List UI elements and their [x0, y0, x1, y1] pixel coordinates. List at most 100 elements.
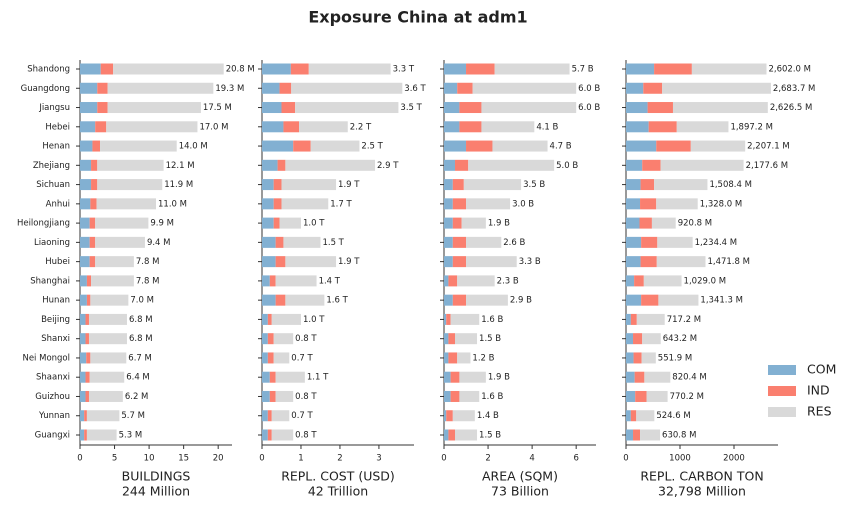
bar-segment: [463, 179, 522, 191]
bar-segment: [275, 390, 294, 402]
bar-segment: [275, 371, 305, 383]
bar-segment: [691, 63, 767, 75]
bar-segment: [634, 371, 645, 383]
bar-segment: [452, 198, 467, 210]
y-tick-label: Shanghai: [30, 276, 70, 286]
bar-segment: [444, 217, 453, 229]
x-axis-label: REPL. CARBON TON: [640, 469, 763, 484]
x-tick-label: 2000: [723, 454, 745, 464]
bar-segment: [444, 82, 458, 94]
bar-segment: [444, 371, 451, 383]
bar-segment: [262, 371, 270, 383]
bar-segment: [468, 159, 555, 171]
bar-segment: [636, 410, 655, 422]
total-label: 11.9 M: [164, 180, 193, 190]
bar-segment: [281, 102, 296, 114]
bar-segment: [90, 352, 127, 364]
bar-segment: [672, 102, 768, 114]
bar-segment: [86, 294, 91, 306]
bar-segment: [481, 102, 577, 114]
total-label: 1.9 T: [338, 257, 360, 267]
bar-segment: [626, 179, 641, 191]
bar-segment: [273, 217, 280, 229]
total-label: 7.8 M: [136, 276, 160, 286]
x-tick-label: 1: [298, 454, 303, 464]
total-label: 4.7 B: [550, 142, 572, 152]
bar-segment: [95, 217, 149, 229]
bar-segment: [267, 410, 272, 422]
total-label: 1,508.4 M: [709, 180, 751, 190]
bar-segment: [283, 121, 300, 133]
total-label: 1,328.0 M: [700, 199, 742, 209]
bar-segment: [267, 429, 272, 441]
bar-segment: [452, 410, 475, 422]
bar-segment: [444, 429, 449, 441]
bar-segment: [492, 140, 548, 152]
bar-segment: [634, 275, 644, 287]
bar-segment: [299, 121, 348, 133]
bar-segment: [275, 256, 286, 268]
total-label: 717.2 M: [667, 315, 701, 325]
bar-segment: [80, 179, 92, 191]
y-tick-label: Zhejiang: [33, 161, 70, 171]
total-label: 2.2 T: [350, 122, 372, 132]
bar-segment: [641, 352, 656, 364]
bar-segment: [633, 429, 641, 441]
bar-segment: [639, 217, 652, 229]
bar-segment: [626, 352, 634, 364]
bar-segment: [472, 82, 577, 94]
bar-segment: [89, 256, 96, 268]
bar-segment: [89, 217, 96, 229]
bar-segment: [658, 294, 699, 306]
bar-segment: [281, 198, 329, 210]
total-label: 1.2 B: [472, 353, 494, 363]
total-label: 6.0 B: [578, 84, 600, 94]
bar-segment: [86, 352, 91, 364]
bar-segment: [90, 294, 129, 306]
total-label: 2.3 B: [497, 276, 519, 286]
x-tick-label: 0: [623, 454, 628, 464]
bar-segment: [80, 275, 87, 287]
total-label: 1.4 T: [319, 276, 341, 286]
bar-segment: [636, 313, 665, 325]
bar-segment: [271, 410, 290, 422]
y-tick-label: Hunan: [42, 296, 70, 306]
bar-segment: [660, 159, 744, 171]
y-tick-label: Sichuan: [36, 180, 70, 190]
bar-segment: [273, 179, 282, 191]
bar-segment: [446, 313, 451, 325]
total-label: 1.6 B: [481, 315, 503, 325]
bar-segment: [262, 352, 268, 364]
bar-segment: [269, 275, 276, 287]
total-label: 3.0 B: [512, 199, 534, 209]
bar-segment: [95, 256, 134, 268]
bar-segment: [644, 371, 671, 383]
bar-segment: [107, 82, 214, 94]
legend-label: RES: [807, 404, 832, 419]
bar-segment: [448, 333, 456, 345]
bar-segment: [641, 294, 659, 306]
bar-segment: [633, 352, 642, 364]
bar-segment: [656, 256, 706, 268]
bar-segment: [452, 256, 467, 268]
total-label: 3.3 B: [519, 257, 541, 267]
y-tick-label: Henan: [42, 142, 70, 152]
bar-segment: [80, 352, 87, 364]
bar-segment: [279, 217, 301, 229]
bar-segment: [630, 410, 637, 422]
bar-segment: [633, 333, 643, 345]
total-label: 2,683.7 M: [773, 84, 815, 94]
bar-segment: [457, 82, 473, 94]
bar-segment: [285, 294, 325, 306]
total-label: 3.5 B: [523, 180, 545, 190]
bar-segment: [97, 159, 164, 171]
bar-segment: [262, 102, 282, 114]
total-label: 1,234.4 M: [695, 238, 737, 248]
total-label: 6.2 M: [125, 392, 149, 402]
bar-segment: [80, 102, 98, 114]
bar-segment: [275, 236, 284, 248]
bar-segment: [262, 333, 268, 345]
bar-segment: [262, 429, 268, 441]
bar-segment: [275, 275, 317, 287]
